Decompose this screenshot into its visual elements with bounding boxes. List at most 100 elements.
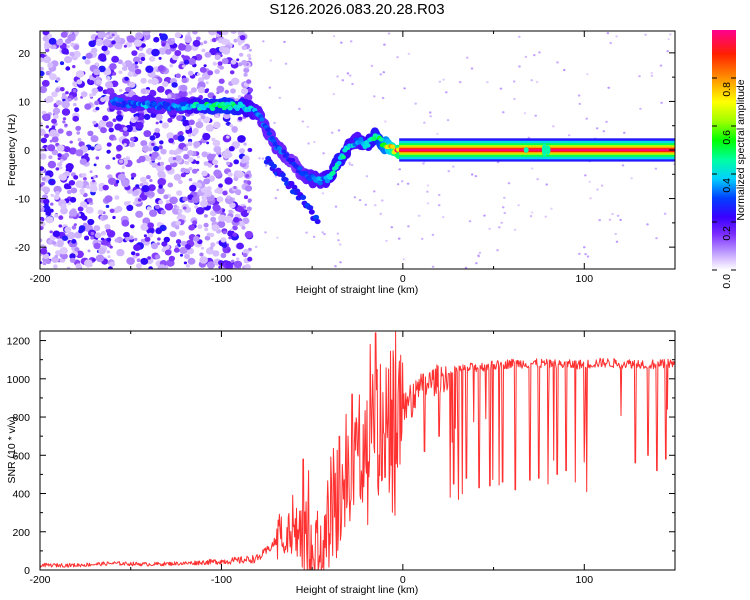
noise-speckle <box>417 214 421 217</box>
noise-speckle <box>188 90 193 95</box>
noise-speckle <box>87 249 91 253</box>
ridge-core <box>265 127 271 132</box>
noise-speckle <box>218 260 224 266</box>
noise-speckle <box>85 206 94 214</box>
noise-speckle <box>616 214 620 217</box>
noise-speckle <box>187 31 191 35</box>
noise-speckle <box>50 193 54 197</box>
ridge-core <box>289 158 296 163</box>
noise-speckle <box>545 183 548 186</box>
noise-speckle <box>105 204 110 208</box>
noise-speckle <box>117 173 126 181</box>
ridge-branch <box>271 163 277 169</box>
noise-speckle <box>161 42 166 47</box>
noise-speckle <box>111 55 119 63</box>
noise-speckle <box>127 201 131 204</box>
noise-speckle <box>171 37 175 42</box>
noise-speckle <box>204 227 209 232</box>
noise-speckle <box>50 172 54 176</box>
noise-speckle <box>185 264 190 268</box>
colorbar-tick-label: 0.8 <box>721 82 733 97</box>
noise-speckle <box>134 237 138 241</box>
noise-speckle <box>91 47 98 54</box>
noise-speckle <box>262 40 265 43</box>
ridge-branch <box>313 214 320 220</box>
noise-speckle <box>156 164 165 173</box>
noise-speckle <box>204 235 211 241</box>
noise-speckle <box>137 198 142 202</box>
noise-speckle <box>529 215 533 218</box>
noise-speckle <box>323 233 326 236</box>
noise-speckle <box>379 212 383 215</box>
noise-speckle <box>429 115 433 118</box>
ridge-branch <box>314 218 321 225</box>
noise-speckle <box>175 225 180 230</box>
noise-speckle <box>373 190 376 193</box>
noise-speckle <box>264 231 267 234</box>
noise-speckle <box>208 31 217 36</box>
noise-speckle <box>138 47 143 51</box>
noise-speckle <box>586 73 589 76</box>
noise-speckle <box>178 131 184 136</box>
noise-speckle <box>382 71 386 74</box>
noise-speckle <box>192 39 201 47</box>
noise-speckle <box>387 32 391 35</box>
noise-speckle <box>68 180 76 186</box>
noise-speckle <box>158 199 164 205</box>
snr-ytick-label: 800 <box>12 412 30 424</box>
noise-speckle <box>133 39 143 47</box>
noise-speckle <box>233 216 240 223</box>
noise-speckle <box>151 151 159 159</box>
noise-speckle <box>180 172 186 178</box>
noise-speckle <box>248 57 252 61</box>
noise-speckle <box>181 77 188 84</box>
noise-speckle <box>414 102 418 105</box>
noise-speckle <box>203 214 208 218</box>
noise-speckle <box>556 61 559 64</box>
noise-speckle <box>73 44 80 51</box>
noise-speckle <box>42 253 50 260</box>
noise-speckle <box>121 62 126 66</box>
noise-speckle <box>207 163 213 168</box>
noise-speckle <box>85 52 93 59</box>
noise-speckle <box>379 73 383 76</box>
noise-speckle <box>69 253 76 260</box>
noise-speckle <box>232 253 236 257</box>
noise-speckle <box>247 170 251 175</box>
noise-speckle <box>340 41 343 44</box>
noise-speckle <box>97 209 104 215</box>
noise-speckle <box>500 221 504 224</box>
band-bump <box>545 145 551 155</box>
noise-speckle <box>113 36 121 43</box>
noise-speckle <box>199 252 204 257</box>
noise-speckle <box>95 143 102 150</box>
ridge-core <box>340 155 346 160</box>
noise-speckle <box>153 145 160 152</box>
noise-speckle <box>383 43 386 46</box>
noise-speckle <box>218 78 225 84</box>
noise-speckle <box>206 141 210 145</box>
noise-speckle <box>69 196 77 203</box>
noise-speckle <box>464 266 468 269</box>
noise-speckle <box>200 246 205 250</box>
noise-speckle <box>232 225 238 231</box>
noise-speckle <box>214 69 220 75</box>
noise-speckle <box>126 35 136 43</box>
noise-speckle <box>222 47 231 55</box>
noise-speckle <box>140 223 149 231</box>
noise-speckle <box>237 170 243 175</box>
noise-speckle <box>131 251 136 256</box>
noise-speckle <box>188 224 195 231</box>
noise-speckle <box>41 79 50 87</box>
noise-speckle <box>112 118 117 122</box>
noise-speckle <box>478 251 482 254</box>
noise-speckle <box>177 179 183 185</box>
noise-speckle <box>237 95 242 98</box>
noise-speckle <box>64 56 72 64</box>
noise-speckle <box>578 252 581 255</box>
noise-speckle <box>178 43 187 51</box>
noise-speckle <box>75 125 82 131</box>
noise-speckle <box>313 140 316 144</box>
noise-speckle <box>146 175 151 180</box>
noise-speckle <box>621 164 625 167</box>
